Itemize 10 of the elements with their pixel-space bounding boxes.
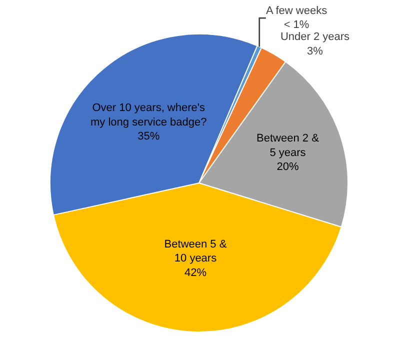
slice-label: Between 2 & 5 years <box>256 132 320 159</box>
slice-label: Between 5 & 10 years <box>164 238 228 265</box>
data-label: 42% <box>184 266 207 279</box>
data-label: 3% <box>307 45 324 58</box>
slice-label: Under 2 years <box>280 31 350 44</box>
slice-label: Over 10 years, where's my long service badge? <box>90 102 207 128</box>
data-label: 35% <box>138 130 160 143</box>
data-label: 20% <box>276 161 299 174</box>
slice-label: A few weeks <box>266 4 328 17</box>
data-label: < 1% <box>284 19 310 32</box>
